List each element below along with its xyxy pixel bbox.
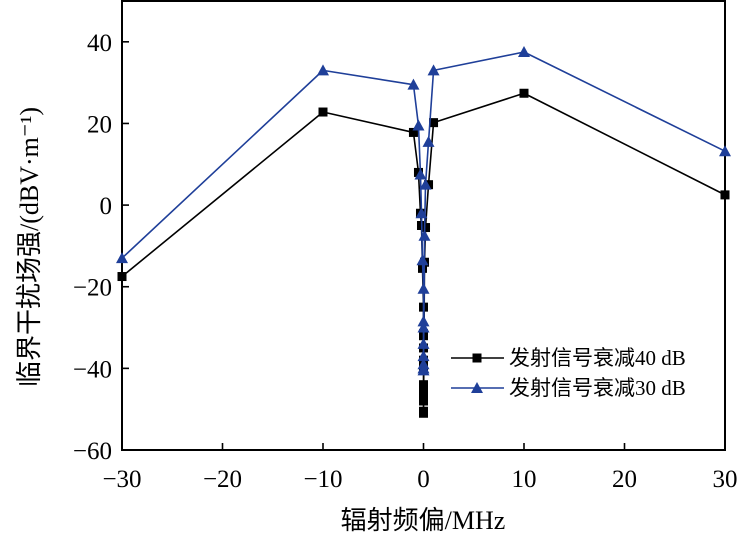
x-tick-label: −20 [203,466,242,493]
series-1 [116,46,731,376]
axis-ticks: −30 −20 −10 0 10 20 30 −60 −40 −20 0 20 40 [73,30,738,493]
data-point [418,229,431,241]
x-tick-label: −30 [102,466,141,493]
data-point [417,315,430,327]
data-point [407,78,420,90]
data-point [417,321,430,333]
data-point [412,119,425,131]
x-tick-label: 30 [713,466,738,493]
data-point [415,207,428,219]
data-point [419,178,432,190]
data-point [419,380,428,390]
legend-marker-triangle [471,382,483,393]
data-point [417,282,430,294]
y-tick-label: −20 [73,275,112,302]
x-tick-label: −10 [303,466,342,493]
y-tick-label: −60 [73,438,112,465]
x-axis-label: 辐射频偏/MHz [341,506,506,535]
data-point [408,127,418,137]
y-tick-label: 0 [100,193,113,220]
data-point [421,223,431,233]
data-point [422,135,435,147]
data-point [417,337,430,349]
data-point [419,388,428,398]
x-tick-label: 20 [612,466,637,493]
data-point [417,350,430,362]
x-tick-label: 10 [512,466,537,493]
y-tick-label: −40 [73,356,112,383]
legend: 发射信号衰减40 dB 发射信号衰减30 dB [451,346,686,400]
y-tick-label: 20 [87,111,112,138]
data-point [317,64,329,76]
y-axis-label: 临界干扰场强/(dBV·m⁻¹) [15,107,44,387]
data-point [419,408,428,418]
data-point [416,254,429,266]
data-point [518,46,530,58]
data-point [419,396,428,406]
data-point [116,252,128,264]
data-point [719,145,731,157]
x-tick-label: 0 [417,466,430,493]
series-layer [116,46,731,418]
legend-label-30db: 发射信号衰减30 dB [509,376,686,400]
data-point [417,364,430,376]
data-point [414,168,427,180]
y-tick-label: 40 [87,30,112,57]
data-point [427,64,440,76]
data-point [429,118,439,128]
legend-marker-square [472,353,482,363]
data-point [519,88,529,98]
legend-label-40db: 发射信号衰减40 dB [509,346,686,370]
data-point [117,272,127,282]
data-point [318,107,328,117]
data-point [720,190,730,200]
